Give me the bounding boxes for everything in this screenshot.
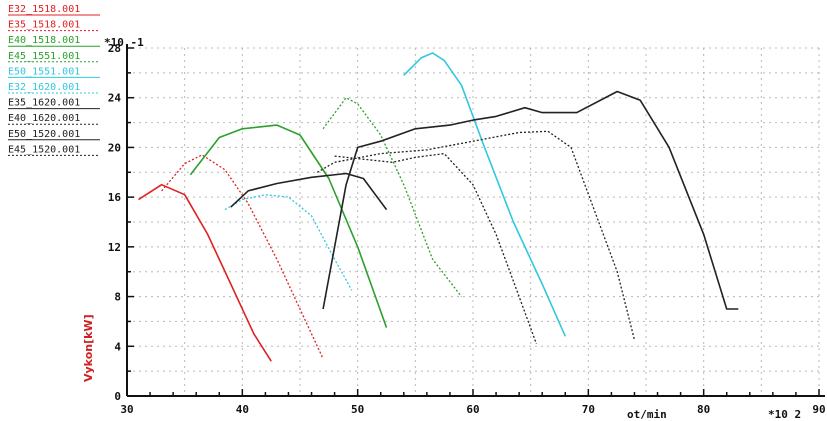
x-tick-label: 60 [466, 403, 479, 416]
legend-entry: E35_1620.001 [8, 98, 80, 109]
series-line [322, 97, 463, 297]
y-tick-label: 8 [114, 291, 121, 304]
x-axis-multiplier: *10 2 [768, 408, 801, 421]
x-tick-label: 50 [351, 403, 364, 416]
x-tick-label: 70 [582, 403, 595, 416]
legend-entry: E32_1620.001 [8, 82, 80, 93]
y-tick-label: 16 [108, 191, 122, 204]
y-tick-label: 12 [108, 241, 121, 254]
series-line [161, 154, 324, 359]
y-axis-multiplier: *10 -1 [104, 36, 144, 49]
legend-entry: E40_1620.001 [8, 113, 80, 124]
legend-entry: E45_1551.001 [8, 51, 80, 62]
series-line [334, 152, 538, 345]
series-line [189, 124, 388, 328]
legend: E32_1518.001 E35_1518.001 E40_1518.001 E45_… [8, 4, 100, 156]
series-line [230, 172, 388, 211]
y-tick-label: 24 [108, 92, 122, 105]
y-tick-label: 4 [114, 340, 121, 353]
series-line [138, 183, 272, 362]
series-line [224, 194, 353, 291]
legend-entry: E32_1518.001 [8, 4, 80, 15]
series-line [316, 130, 636, 341]
series-line [403, 52, 567, 337]
legend-entry: E50_1551.001 [8, 66, 80, 77]
x-tick-label: 30 [120, 403, 133, 416]
y-axis-title: Vykon[kW] [82, 314, 95, 382]
x-tick-label: 90 [812, 403, 825, 416]
tick-labels: 0 4 8 12 16 20 24 28 30 40 50 60 70 80 90 [108, 42, 826, 416]
legend-entry: E35_1518.001 [8, 20, 80, 31]
legend-entry: E40_1518.001 [8, 35, 80, 46]
legend-entry: E50_1520.001 [8, 129, 80, 140]
x-tick-label: 40 [236, 403, 249, 416]
x-axis-title: ot/min [627, 408, 667, 421]
axes [126, 44, 825, 397]
series-lines [138, 52, 739, 362]
legend-entry: E45_1520.001 [8, 144, 80, 155]
y-tick-label: 20 [108, 141, 121, 154]
grid-lines [126, 47, 820, 397]
y-tick-label: 28 [108, 42, 121, 55]
x-tick-label: 80 [697, 403, 710, 416]
series-line [322, 90, 739, 310]
y-tick-label: 0 [114, 390, 121, 403]
